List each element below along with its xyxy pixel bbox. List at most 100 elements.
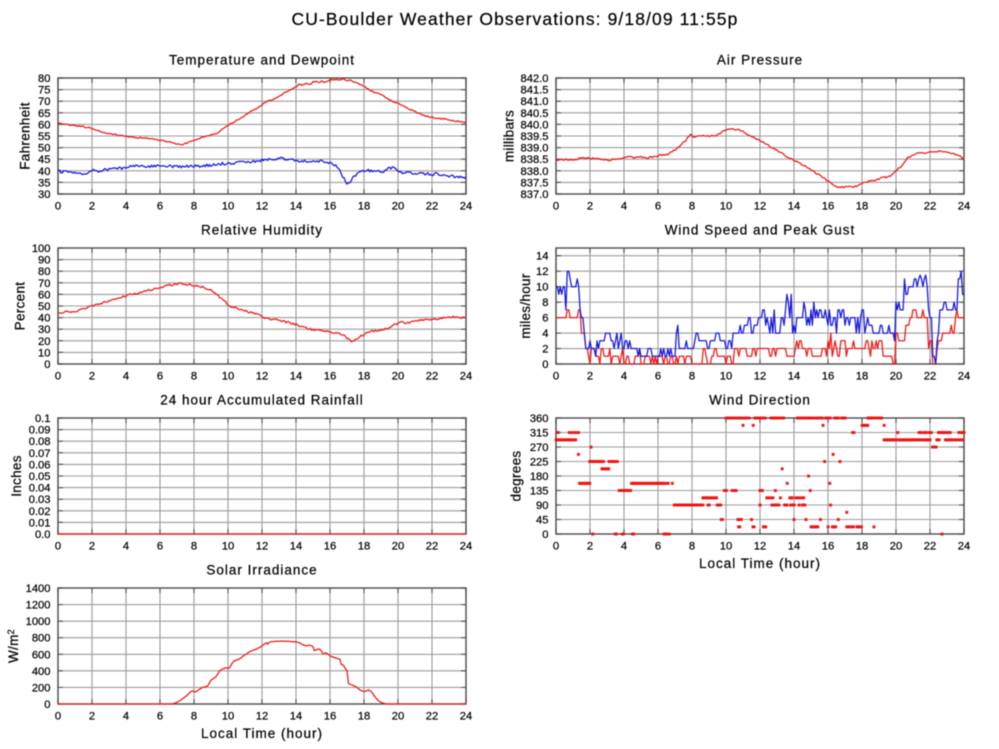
svg-text:CU-Boulder Weather Observation: CU-Boulder Weather Observations: 9/18/09… [292,9,739,29]
svg-text:20: 20 [392,371,404,383]
svg-text:80: 80 [38,73,50,85]
svg-text:16: 16 [324,371,336,383]
svg-text:14: 14 [290,711,302,723]
svg-text:millibars: millibars [502,110,517,162]
svg-text:22: 22 [426,711,438,723]
svg-text:Inches: Inches [9,455,24,497]
svg-text:360: 360 [530,413,549,425]
svg-text:8: 8 [542,297,548,309]
svg-text:60: 60 [38,289,50,301]
svg-text:45: 45 [38,154,50,166]
svg-text:22: 22 [924,541,936,553]
svg-text:35: 35 [38,177,50,189]
svg-text:6: 6 [157,371,163,383]
svg-text:50: 50 [38,143,50,155]
svg-text:10: 10 [222,371,234,383]
svg-text:6: 6 [655,201,661,213]
svg-text:0.08: 0.08 [29,436,51,448]
svg-text:2: 2 [89,711,95,723]
svg-text:400: 400 [32,666,51,678]
svg-text:840.0: 840.0 [521,119,549,131]
svg-text:12: 12 [536,266,548,278]
svg-text:10: 10 [38,347,50,359]
svg-text:2: 2 [587,371,593,383]
svg-text:22: 22 [924,371,936,383]
svg-text:2: 2 [89,541,95,553]
svg-text:12: 12 [754,371,766,383]
svg-text:8: 8 [689,371,695,383]
svg-text:20: 20 [890,371,902,383]
svg-text:12: 12 [256,201,268,213]
svg-text:18: 18 [856,201,868,213]
svg-text:2: 2 [587,541,593,553]
svg-text:10: 10 [222,541,234,553]
svg-text:14: 14 [290,541,302,553]
svg-text:14: 14 [290,371,302,383]
svg-text:0.02: 0.02 [29,506,51,518]
svg-text:20: 20 [890,541,902,553]
svg-text:70: 70 [38,278,50,290]
svg-text:24: 24 [460,711,472,723]
svg-text:18: 18 [358,371,370,383]
svg-text:8: 8 [191,201,197,213]
svg-text:6: 6 [655,541,661,553]
svg-text:4: 4 [123,541,129,553]
svg-text:4: 4 [621,201,627,213]
svg-text:65: 65 [38,108,50,120]
svg-text:Air Pressure: Air Pressure [717,53,803,68]
svg-text:8: 8 [191,541,197,553]
svg-text:Local Time (hour): Local Time (hour) [201,726,323,741]
svg-text:40: 40 [38,313,50,325]
svg-text:10: 10 [720,371,732,383]
svg-text:0.09: 0.09 [29,425,51,437]
svg-text:W/m2: W/m2 [6,629,21,663]
svg-text:0: 0 [553,541,559,553]
svg-text:12: 12 [256,541,268,553]
svg-text:60: 60 [38,119,50,131]
svg-text:315: 315 [530,428,549,440]
svg-text:4: 4 [123,711,129,723]
svg-text:4: 4 [123,201,129,213]
svg-text:0: 0 [55,201,61,213]
svg-text:14: 14 [290,201,302,213]
svg-text:12: 12 [256,371,268,383]
svg-text:Solar Irradiance: Solar Irradiance [206,563,317,578]
svg-text:180: 180 [530,471,549,483]
svg-text:45: 45 [536,515,548,527]
svg-text:70: 70 [38,96,50,108]
svg-text:6: 6 [157,711,163,723]
svg-text:Wind Direction: Wind Direction [709,393,811,408]
svg-text:18: 18 [358,711,370,723]
svg-text:24: 24 [958,371,970,383]
svg-text:10: 10 [222,201,234,213]
svg-text:6: 6 [157,541,163,553]
svg-text:14: 14 [536,251,548,263]
svg-text:24: 24 [958,541,970,553]
svg-text:16: 16 [822,201,834,213]
svg-text:0.05: 0.05 [29,471,51,483]
svg-text:20: 20 [392,711,404,723]
svg-text:16: 16 [324,541,336,553]
svg-text:838.5: 838.5 [521,154,549,166]
svg-text:0: 0 [44,699,50,711]
svg-text:16: 16 [822,371,834,383]
svg-text:50: 50 [38,301,50,313]
svg-text:100: 100 [32,243,51,255]
svg-text:6: 6 [655,371,661,383]
svg-text:0.01: 0.01 [29,517,51,529]
svg-text:839.5: 839.5 [521,131,549,143]
svg-text:841.5: 841.5 [521,85,549,97]
svg-text:0: 0 [553,371,559,383]
svg-text:0.03: 0.03 [29,494,51,506]
svg-text:600: 600 [32,649,51,661]
svg-text:837.0: 837.0 [521,189,549,201]
svg-text:4: 4 [621,371,627,383]
svg-text:Percent: Percent [13,282,28,331]
svg-text:200: 200 [32,682,51,694]
svg-text:6: 6 [157,201,163,213]
svg-text:2: 2 [89,371,95,383]
svg-text:0.1: 0.1 [35,413,51,425]
svg-text:75: 75 [38,85,50,97]
svg-text:10: 10 [720,201,732,213]
svg-text:8: 8 [191,371,197,383]
